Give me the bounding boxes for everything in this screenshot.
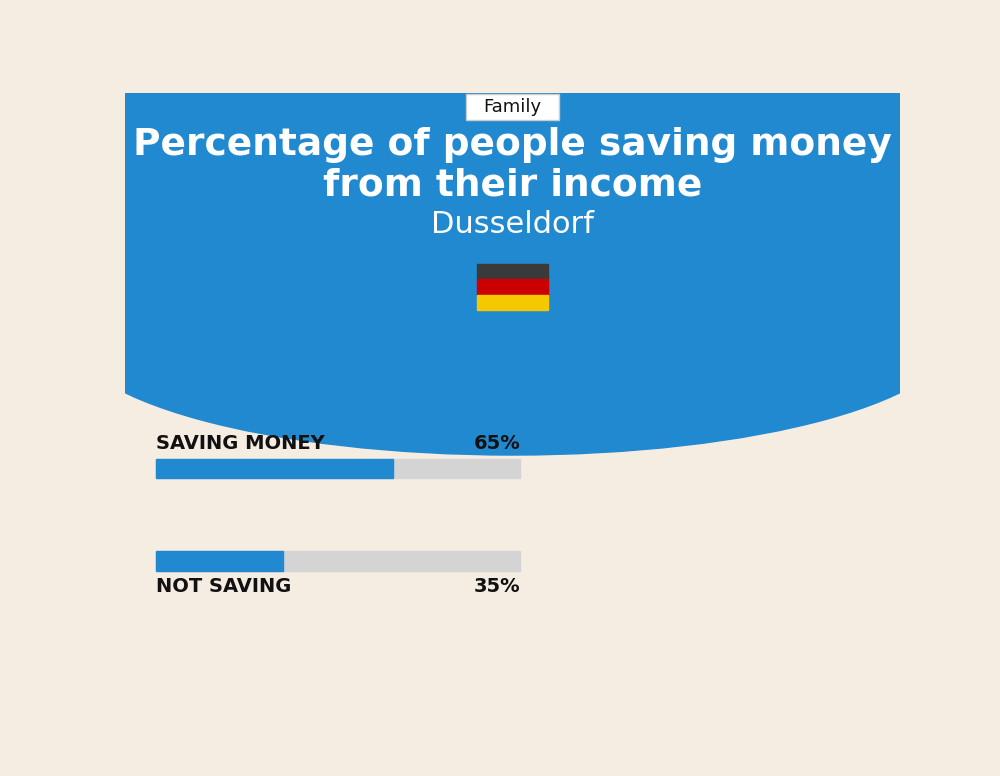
Text: 35%: 35%	[474, 577, 520, 596]
FancyBboxPatch shape	[466, 94, 559, 120]
Text: from their income: from their income	[323, 168, 702, 203]
Bar	[477, 279, 548, 295]
Text: Family: Family	[483, 98, 542, 116]
Bar	[156, 551, 283, 570]
Bar	[156, 551, 520, 570]
Bar	[477, 295, 548, 310]
Text: 65%: 65%	[474, 434, 520, 452]
Text: SAVING MONEY: SAVING MONEY	[156, 434, 325, 452]
Bar	[156, 459, 393, 478]
Bar	[125, 93, 900, 332]
Text: Percentage of people saving money: Percentage of people saving money	[133, 127, 892, 164]
Ellipse shape	[67, 209, 958, 455]
Text: NOT SAVING: NOT SAVING	[156, 577, 291, 596]
Bar	[156, 459, 520, 478]
Bar	[477, 264, 548, 279]
Text: Dusseldorf: Dusseldorf	[431, 210, 594, 238]
